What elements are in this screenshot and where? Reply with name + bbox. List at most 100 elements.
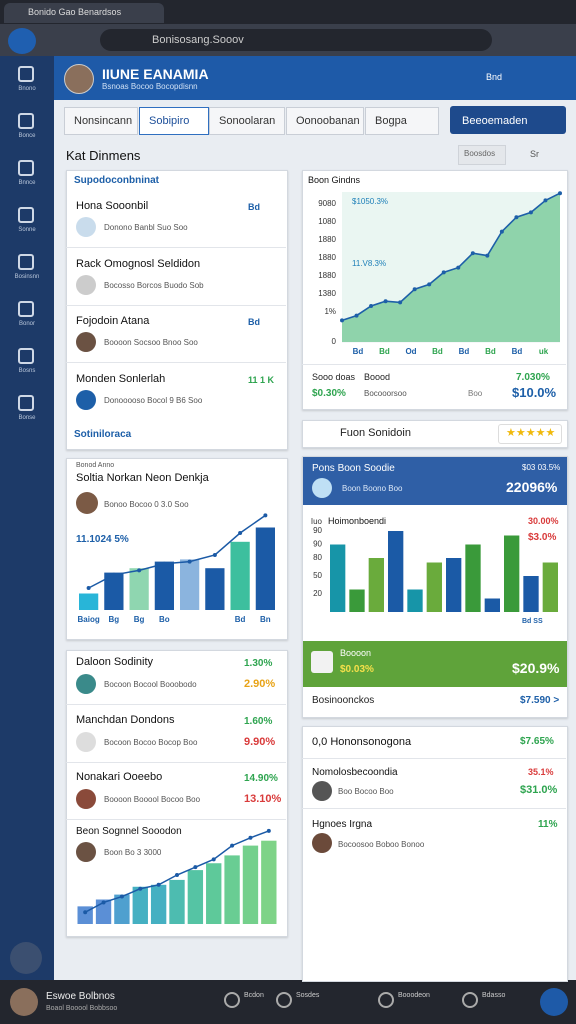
avatar [312,833,332,853]
browser-tab[interactable] [4,3,164,23]
x-tick-label: Bd [379,347,390,356]
chart-value: $3.0% [528,532,557,543]
footer-icon[interactable] [378,992,394,1008]
user-detail: Boaol Booool Bobbsoo [46,1005,118,1012]
avatar [10,988,38,1016]
sidebar-icon[interactable] [18,66,34,82]
x-tick-label: uk [539,347,549,356]
sidebar-icon[interactable] [18,395,34,411]
point [369,304,374,308]
point [558,191,562,196]
point [383,299,388,304]
list-card [66,170,288,450]
bar [242,845,259,924]
filter-button[interactable] [458,145,506,165]
row-detail: Boooon Booool Bocoo Boo [104,795,201,804]
trend-point [263,513,268,518]
chart-title: Beon Sognnel Sooodon [76,826,182,837]
row-up: 14.90% [244,773,278,784]
row-name: Nomolosbecoondia [312,767,398,778]
tab[interactable] [64,107,138,135]
avatar [76,390,96,410]
trend-line [88,514,266,589]
tab[interactable] [209,107,285,135]
trend-point [83,910,88,915]
sidebar-icon[interactable] [18,160,34,176]
x-tick-label: Bn [260,615,271,624]
x-tick-label: Bd [235,615,246,624]
footer-icon[interactable] [462,992,478,1008]
band-big-value: $20.9% [512,660,560,676]
footer-action: Bdasso [482,992,506,999]
trend-point [230,843,235,848]
item-detail: Bocosso Borcos Buodo Sob [104,281,204,290]
sidebar-icon[interactable] [18,207,34,223]
url-field[interactable] [100,29,492,51]
x-tick-label: Baiog [78,615,100,624]
item-name: Monden Sonlerlah [76,373,166,385]
sidebar-label: Bnono [18,86,36,92]
avatar [76,732,96,752]
filter-label: Boosdos [464,149,496,158]
bar-card [66,458,288,640]
tab[interactable] [139,107,209,135]
bar [465,544,481,612]
tab[interactable] [365,107,439,135]
row-detail: Boo Bocoo Boo [338,787,394,796]
y-tick-label: 1% [324,307,336,316]
trend-point [119,894,124,899]
point [398,300,403,305]
footer-icon[interactable] [276,992,292,1008]
tab-title: Bonido Gao Benardsos [28,7,122,17]
bar [129,568,149,610]
row-up: 1.60% [244,716,273,727]
row-value: $7.65% [520,736,554,747]
rating-box [498,424,562,444]
tab-label: Sobipiro [149,115,190,127]
annotation: 11.1024 5% [76,534,129,545]
url-text: Bonisosang.Sooov [152,34,244,46]
sidebar-icon[interactable] [18,113,34,129]
back-button[interactable] [8,28,36,54]
card-title: Supodoconbninat [74,175,159,186]
point [354,313,359,318]
card-title: Pons Boon Soodie [312,463,395,474]
sidebar-button[interactable] [10,942,42,974]
sidebar-label: Bonor [18,321,36,327]
row-detail: Bocoon Bocool Booobodo [104,680,197,689]
trend-point [101,900,106,905]
bar [224,855,240,924]
row-name: Manchdan Dondons [76,714,175,726]
item-tag: Bd [248,317,260,327]
sidebar-icon[interactable] [18,254,34,270]
stat-label: Sooo doas [312,372,356,382]
sidebar-icon[interactable] [18,301,34,317]
footer-icon[interactable] [224,992,240,1008]
sidebar-icon[interactable] [18,348,34,364]
y-tick-label: 1880 [318,253,336,262]
tab-label: Sonoolaran [219,115,276,127]
point [456,265,461,270]
y-tick-label: 90 [313,540,322,549]
sidebar-label: Bosinsnn [14,274,40,280]
bar [349,589,365,612]
x-tick-label: Bd [485,347,496,356]
bar [104,572,124,610]
row-detail: Bocoon Bocoo Bocop Boo [104,738,198,747]
primary-button-label: Beeoemaden [462,115,528,127]
item-name: Rack Omognosl Seldidon [76,258,201,270]
avatar [64,64,94,94]
area [342,193,560,342]
point [485,253,490,258]
row-name: 0,0 Hononsonogona [312,736,412,748]
primary-button[interactable] [450,106,566,134]
card-big-value: 22096% [506,479,558,495]
band-title: Boooon [340,648,372,658]
y-tick-label: 1880 [318,235,336,244]
fab-button[interactable] [540,988,568,1016]
y-tick-label: 80 [313,553,322,562]
sidebar-label: Bnnce [18,180,36,186]
tab[interactable] [286,107,364,135]
row-value: $31.0% [520,784,558,796]
trend-point [266,828,271,833]
